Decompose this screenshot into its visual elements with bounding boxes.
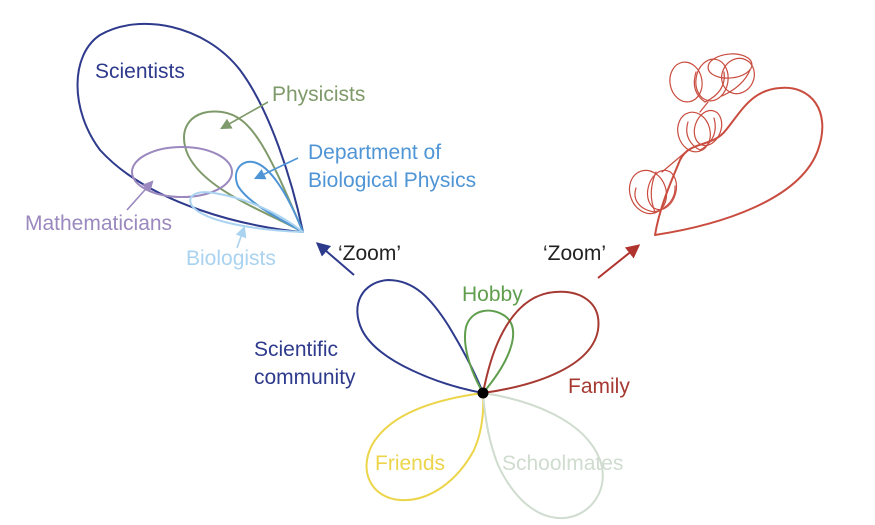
mathematicians-pointer (126, 180, 154, 211)
family-loop (482, 290, 600, 394)
family-petal (693, 71, 706, 103)
family-petal (634, 187, 656, 213)
department-pointer (253, 157, 299, 180)
scientific-community-loop (356, 279, 484, 394)
ego-network-flower: Hobby Scientific community Family Friend… (254, 279, 630, 520)
family-label: Family (568, 375, 630, 398)
family-petal (686, 121, 701, 151)
biologists-pointer (235, 225, 247, 249)
friends-label: Friends (375, 452, 445, 475)
department-label-line2: Biological Physics (308, 169, 476, 192)
scientific-zoom-group: Scientists Physicists Department of Biol… (25, 22, 476, 270)
physicists-label: Physicists (272, 83, 365, 106)
zoom-label-right: ‘Zoom’ (543, 242, 606, 265)
family-petal (721, 57, 755, 95)
zoom-label-left: ‘Zoom’ (338, 242, 401, 265)
family-petal (654, 185, 676, 213)
mathematicians-loop (131, 146, 233, 198)
mathematicians-label: Mathematicians (25, 212, 172, 235)
ego-node (477, 387, 489, 399)
family-petal (646, 169, 678, 211)
family-petal (628, 169, 668, 215)
family-link (661, 149, 689, 173)
schoolmates-label: Schoolmates (502, 452, 623, 475)
family-petal (669, 61, 703, 103)
zoom-arrow-right (597, 244, 641, 279)
scientific-community-label-line1: Scientific (254, 338, 338, 361)
scientists-label: Scientists (95, 60, 185, 83)
family-petal (650, 171, 657, 213)
hobby-label: Hobby (462, 283, 523, 306)
physicists-loop (183, 110, 304, 233)
schoolmates-loop (482, 392, 604, 520)
family-petal (693, 109, 723, 147)
physicists-pointer (220, 101, 269, 130)
family-petal (721, 69, 751, 97)
biologists-loop (189, 191, 304, 233)
biologists-label: Biologists (186, 247, 276, 270)
scientific-community-label-line2: community (254, 366, 356, 389)
family-link (699, 101, 709, 113)
department-loop (234, 160, 304, 233)
family-petal (707, 53, 753, 79)
zoom-arrow-left (315, 242, 355, 276)
family-petal (699, 117, 716, 151)
friends-loop (365, 392, 485, 502)
scientists-loop (76, 22, 304, 233)
department-label-line1: Department of (308, 141, 441, 164)
family-petal (677, 111, 711, 153)
family-zoom-outer-loop (654, 86, 824, 236)
family-petal (704, 71, 725, 103)
hobby-loop (464, 309, 514, 394)
family-zoom-group (628, 53, 824, 236)
